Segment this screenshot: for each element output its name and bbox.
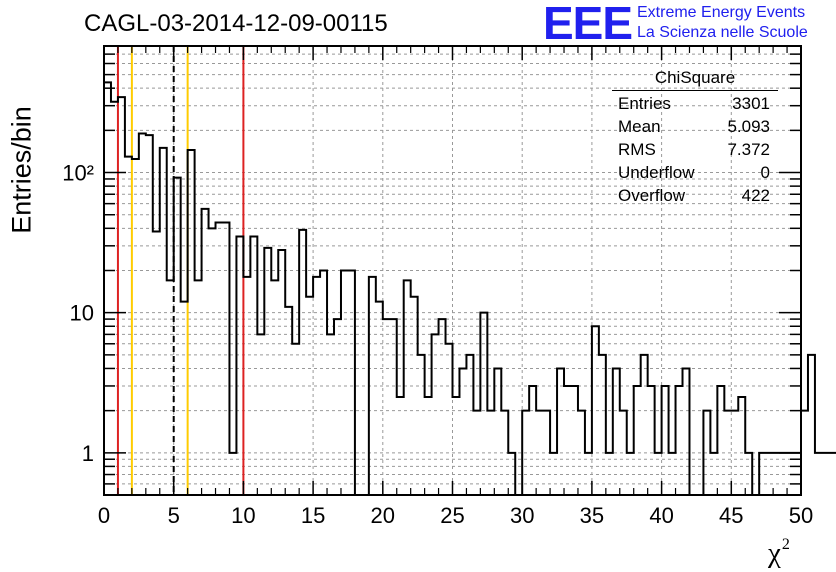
eee-logo: EEE [543, 0, 633, 49]
x-tick-label: 10 [231, 503, 255, 528]
stats-row-underflow: Underflow 0 [612, 161, 778, 184]
stats-box: ChiSquare Entries 3301 Mean 5.093 RMS 7.372… [612, 68, 778, 207]
stats-value: 3301 [732, 94, 770, 113]
chart-title: CAGL-03-2014-12-09-00115 [84, 10, 388, 37]
y-axis-label: Entries/bin [2, 106, 42, 234]
stats-row-overflow: Overflow 422 [612, 184, 778, 207]
histogram-series [103, 81, 836, 496]
x-tick-label: 50 [789, 503, 813, 528]
logo-subtitle-1: Extreme Energy Events [637, 4, 806, 21]
x-tick-label: 5 [168, 503, 180, 528]
tick-labels: 0 5 10 15 20 25 30 35 40 45 50 1 10 10² [62, 161, 813, 528]
y-tick-label: 10² [62, 161, 94, 186]
y-tick-label: 10 [70, 301, 94, 326]
stats-row-rms: RMS 7.372 [612, 138, 778, 161]
y-tick-label: 1 [82, 441, 94, 466]
stats-label: Mean [618, 117, 661, 136]
stats-row-mean: Mean 5.093 [612, 115, 778, 138]
stats-row-entries: Entries 3301 [612, 92, 778, 115]
stats-label: Underflow [618, 163, 695, 182]
x-tick-label: 35 [580, 503, 604, 528]
stats-value: 0 [760, 163, 770, 182]
stats-label: RMS [618, 140, 656, 159]
x-tick-label: 45 [719, 503, 743, 528]
x-tick-label: 30 [510, 503, 534, 528]
stats-label: Overflow [618, 186, 686, 205]
x-tick-label: 25 [440, 503, 464, 528]
stats-value: 5.093 [727, 117, 770, 136]
stats-label: Entries [618, 94, 671, 113]
x-tick-label: 0 [98, 503, 110, 528]
x-tick-label: 20 [371, 503, 395, 528]
logo-subtitle-2: La Scienza nelle Scuole [637, 24, 808, 41]
x-tick-label: 15 [301, 503, 325, 528]
y-axis-label-text: Entries/bin [6, 106, 37, 234]
stats-title: ChiSquare [612, 68, 778, 91]
stats-value: 7.372 [727, 140, 770, 159]
stats-value: 422 [741, 186, 770, 205]
x-tick-label: 40 [649, 503, 673, 528]
x-axis-label: χ2 [768, 536, 790, 569]
axis-ticks [103, 45, 802, 496]
